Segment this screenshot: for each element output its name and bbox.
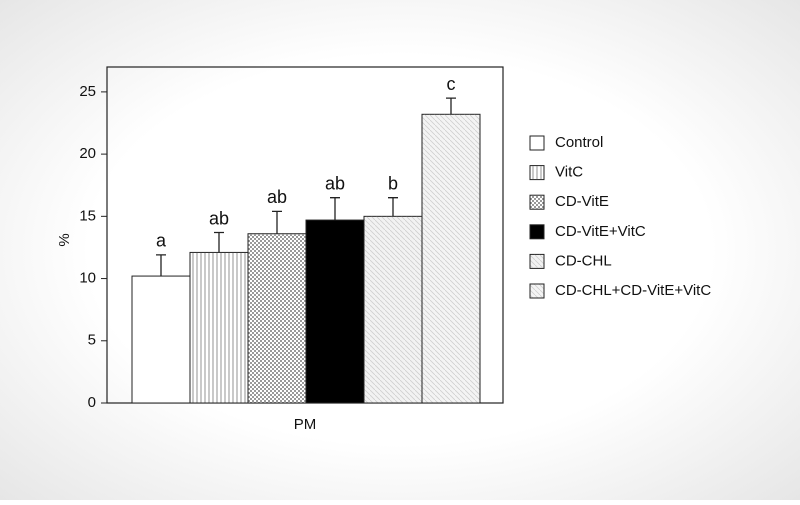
significance-letter: c bbox=[447, 74, 456, 94]
bar bbox=[131, 275, 191, 404]
bar-pattern bbox=[190, 252, 248, 403]
error-bar bbox=[156, 254, 166, 277]
legend-label: Control bbox=[555, 134, 603, 151]
y-tick-label: 25 bbox=[79, 83, 96, 100]
y-tick-label: 10 bbox=[79, 270, 96, 287]
error-bar bbox=[214, 231, 224, 253]
y-tick-label: 0 bbox=[88, 394, 96, 411]
legend-swatch bbox=[529, 135, 545, 151]
y-tick-label: 15 bbox=[79, 207, 96, 224]
error-bar bbox=[272, 210, 282, 234]
legend-swatch bbox=[529, 224, 545, 240]
error-bar bbox=[330, 197, 340, 221]
legend-label: CD-CHL+CD-VitE+VitC bbox=[555, 282, 711, 299]
significance-letter: ab bbox=[325, 173, 345, 193]
error-bar bbox=[388, 197, 398, 217]
bar-pattern bbox=[422, 114, 480, 403]
significance-letter: b bbox=[388, 173, 398, 193]
bar-pattern bbox=[364, 216, 422, 403]
legend-swatch-pattern bbox=[530, 284, 544, 298]
legend-label: CD-VitE bbox=[555, 193, 609, 210]
legend-label: CD-CHL bbox=[555, 252, 612, 269]
x-tick-label: PM bbox=[294, 416, 317, 433]
y-tick-label: 5 bbox=[88, 332, 96, 349]
significance-letter: ab bbox=[267, 187, 287, 207]
bar-pattern bbox=[248, 234, 306, 403]
bar bbox=[305, 219, 365, 404]
legend-swatch-pattern bbox=[530, 195, 544, 209]
significance-letter: a bbox=[156, 231, 167, 251]
legend-swatch-pattern bbox=[530, 254, 544, 268]
legend-swatch-pattern bbox=[530, 166, 544, 180]
y-tick-label: 20 bbox=[79, 145, 96, 162]
significance-letter: ab bbox=[209, 208, 229, 228]
y-axis-label: % bbox=[56, 233, 73, 246]
legend-label: CD-VitE+VitC bbox=[555, 223, 646, 240]
legend-label: VitC bbox=[555, 164, 583, 181]
error-bar bbox=[446, 97, 456, 115]
